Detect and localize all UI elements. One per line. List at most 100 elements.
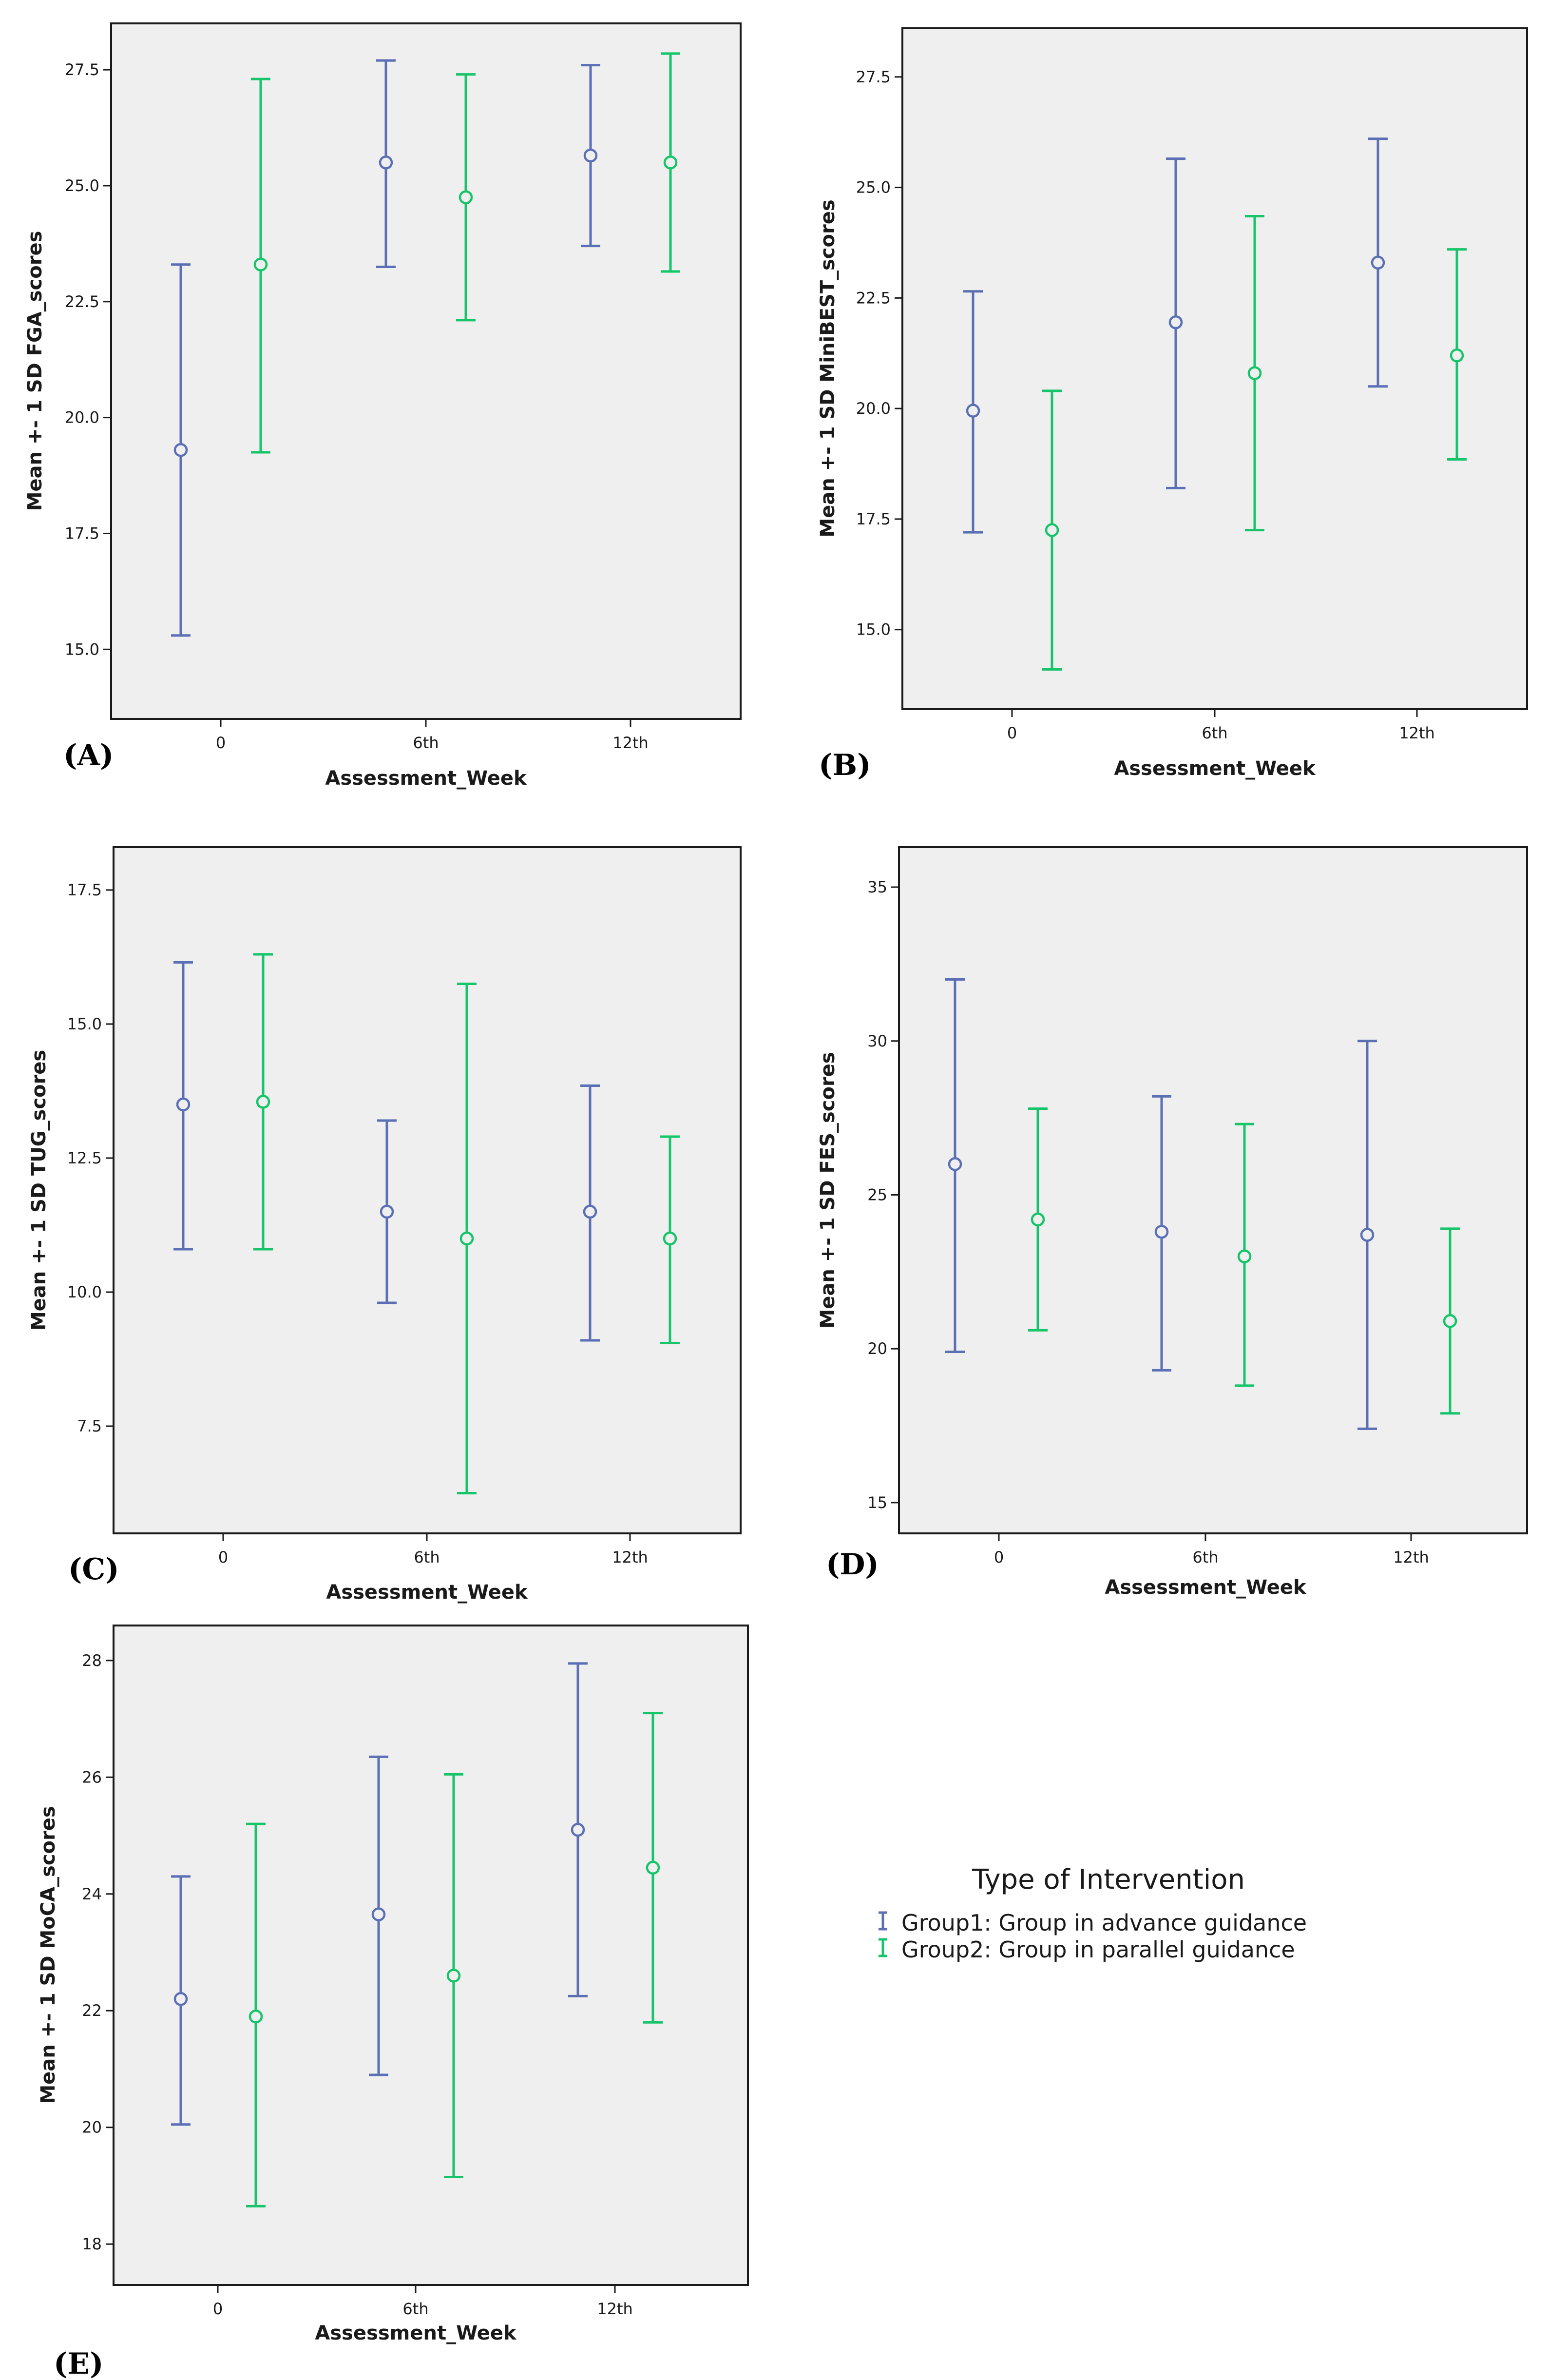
error-bar [660,1135,680,1344]
y-axis-title: Mean +- 1 SD FGA_scores [24,231,46,511]
x-axis-title: Assessment_Week [326,1581,528,1604]
error-bar [253,953,273,1251]
y-tick-label: 20.0 [856,399,891,418]
x-axis-ticks: 0 6th 12th [994,1533,1429,1567]
mean-marker [173,1992,188,2006]
x-axis-title: Assessment_Week [1105,1576,1307,1599]
error-bar [1152,1095,1171,1372]
error-bar [377,1119,397,1304]
y-tick-label: 7.5 [77,1417,102,1435]
mean-marker [663,155,678,170]
y-tick-label: 15 [867,1493,887,1512]
mean-marker [379,155,393,170]
mean-marker [256,1095,270,1109]
x-tick-label: 6th [414,1548,440,1567]
error-bars [173,953,680,1494]
error-bar [251,77,270,454]
plot-area [113,846,742,1534]
y-tick-label: 27.5 [65,60,99,79]
x-axis-title: Assessment_Week [315,2322,517,2344]
error-bars [945,978,1460,1430]
error-bar [444,1773,463,2178]
error-bar [369,1755,388,2076]
mean-marker [1360,1228,1375,1242]
y-tick-label: 28 [82,1651,102,1670]
mean-marker [663,1231,677,1246]
error-bar [1166,157,1185,489]
panel-d: 15 20 25 30 35 0 6th 12th Mean +- 1 SD FES_sco… [817,846,1528,1599]
x-axis-ticks: 0 6th 12th [216,719,649,752]
y-tick-label: 20 [867,1339,887,1358]
y-tick-label: 10.0 [67,1283,102,1301]
mean-marker [1031,1212,1045,1227]
legend-title: Type of Intervention [972,1864,1245,1896]
y-tick-label: 22.5 [65,292,99,311]
error-bar [581,64,600,248]
y-axis-title: Mean +- 1 SD MiniBEST_scores [817,199,839,537]
mean-marker [1168,315,1183,329]
x-tick-label: 12th [1399,724,1435,742]
x-tick-label: 6th [413,734,439,752]
mean-marker [248,2009,263,2024]
mean-marker [571,1822,585,1837]
error-bar [1245,215,1264,532]
error-bars [963,137,1467,671]
legend-item-group2: Group2: Group in parallel guidance [879,1936,1295,1963]
error-bar [568,1662,588,1997]
plot-area [898,846,1528,1534]
legend-label: Group1: Group in advance guidance [901,1910,1307,1936]
mean-marker [1247,366,1262,380]
panel-e: 18 20 22 24 26 28 0 6th 12th Mean +- 1 SD MoCA_… [37,1625,749,2380]
error-bar [1235,1122,1254,1387]
plot-area [113,1625,749,2286]
mean-marker [583,1204,597,1219]
mean-marker [646,1860,660,1875]
mean-marker [459,1231,474,1246]
x-axis-ticks: 0 6th 12th [1007,709,1435,742]
error-bar [171,263,191,637]
y-tick-label: 18 [82,2235,102,2253]
y-tick-label: 24 [82,1885,102,1903]
y-axis-title: Mean +- 1 SD FES_scores [817,1052,839,1328]
y-tick-label: 12.5 [67,1149,102,1167]
error-bar [376,59,396,268]
legend-item-group1: Group1: Group in advance guidance [879,1910,1307,1936]
mean-marker [966,404,980,418]
y-tick-label: 20.0 [65,408,99,427]
error-bars [171,1662,663,2207]
mean-marker [1237,1249,1252,1263]
y-tick-label: 30 [867,1032,887,1050]
x-tick-label: 0 [216,734,226,752]
y-tick-label: 20 [82,2118,102,2137]
y-tick-label: 15.0 [67,1015,102,1033]
mean-marker [173,443,188,457]
legend-label: Group2: Group in parallel guidance [901,1936,1295,1963]
y-tick-label: 17.5 [67,881,102,899]
panel-b: 15.0 17.5 20.0 22.5 25.0 27.5 0 6th 12th Mean +… [817,27,1528,782]
x-tick-label: 6th [1192,1548,1218,1567]
mean-marker [371,1907,386,1921]
y-axis-ticks: 7.5 10.0 12.5 15.0 17.5 [67,881,114,1435]
mean-marker [583,148,598,163]
y-tick-label: 22 [82,2001,102,2020]
panel-c: 7.5 10.0 12.5 15.0 17.5 0 6th 12th Mean +- 1 S… [28,846,742,1604]
y-tick-label: 27.5 [856,68,891,86]
x-tick-label: 12th [612,734,649,752]
y-tick-label: 15.0 [65,640,99,658]
x-axis-ticks: 0 6th 12th [218,1533,648,1567]
legend: Type of Intervention Group1: Group in ad… [879,1864,1307,1963]
y-axis-title: Mean +- 1 SD MoCA_scores [37,1806,59,2104]
mean-marker [1371,255,1385,270]
x-tick-label: 0 [213,2300,223,2318]
y-tick-label: 26 [82,1768,102,1786]
errorbar-icon [879,1938,887,1957]
panel-label: (D) [826,1548,879,1582]
mean-marker [1045,523,1059,537]
error-bar [580,1084,600,1342]
panel-a: 15.0 17.5 20.0 22.5 25.0 27.5 0 6th 12th Mean +… [24,22,742,790]
y-axis-ticks: 15 20 25 30 35 [867,878,899,1512]
x-tick-label: 6th [402,2300,428,2318]
mean-marker [459,190,473,204]
error-bar [1357,1040,1377,1430]
